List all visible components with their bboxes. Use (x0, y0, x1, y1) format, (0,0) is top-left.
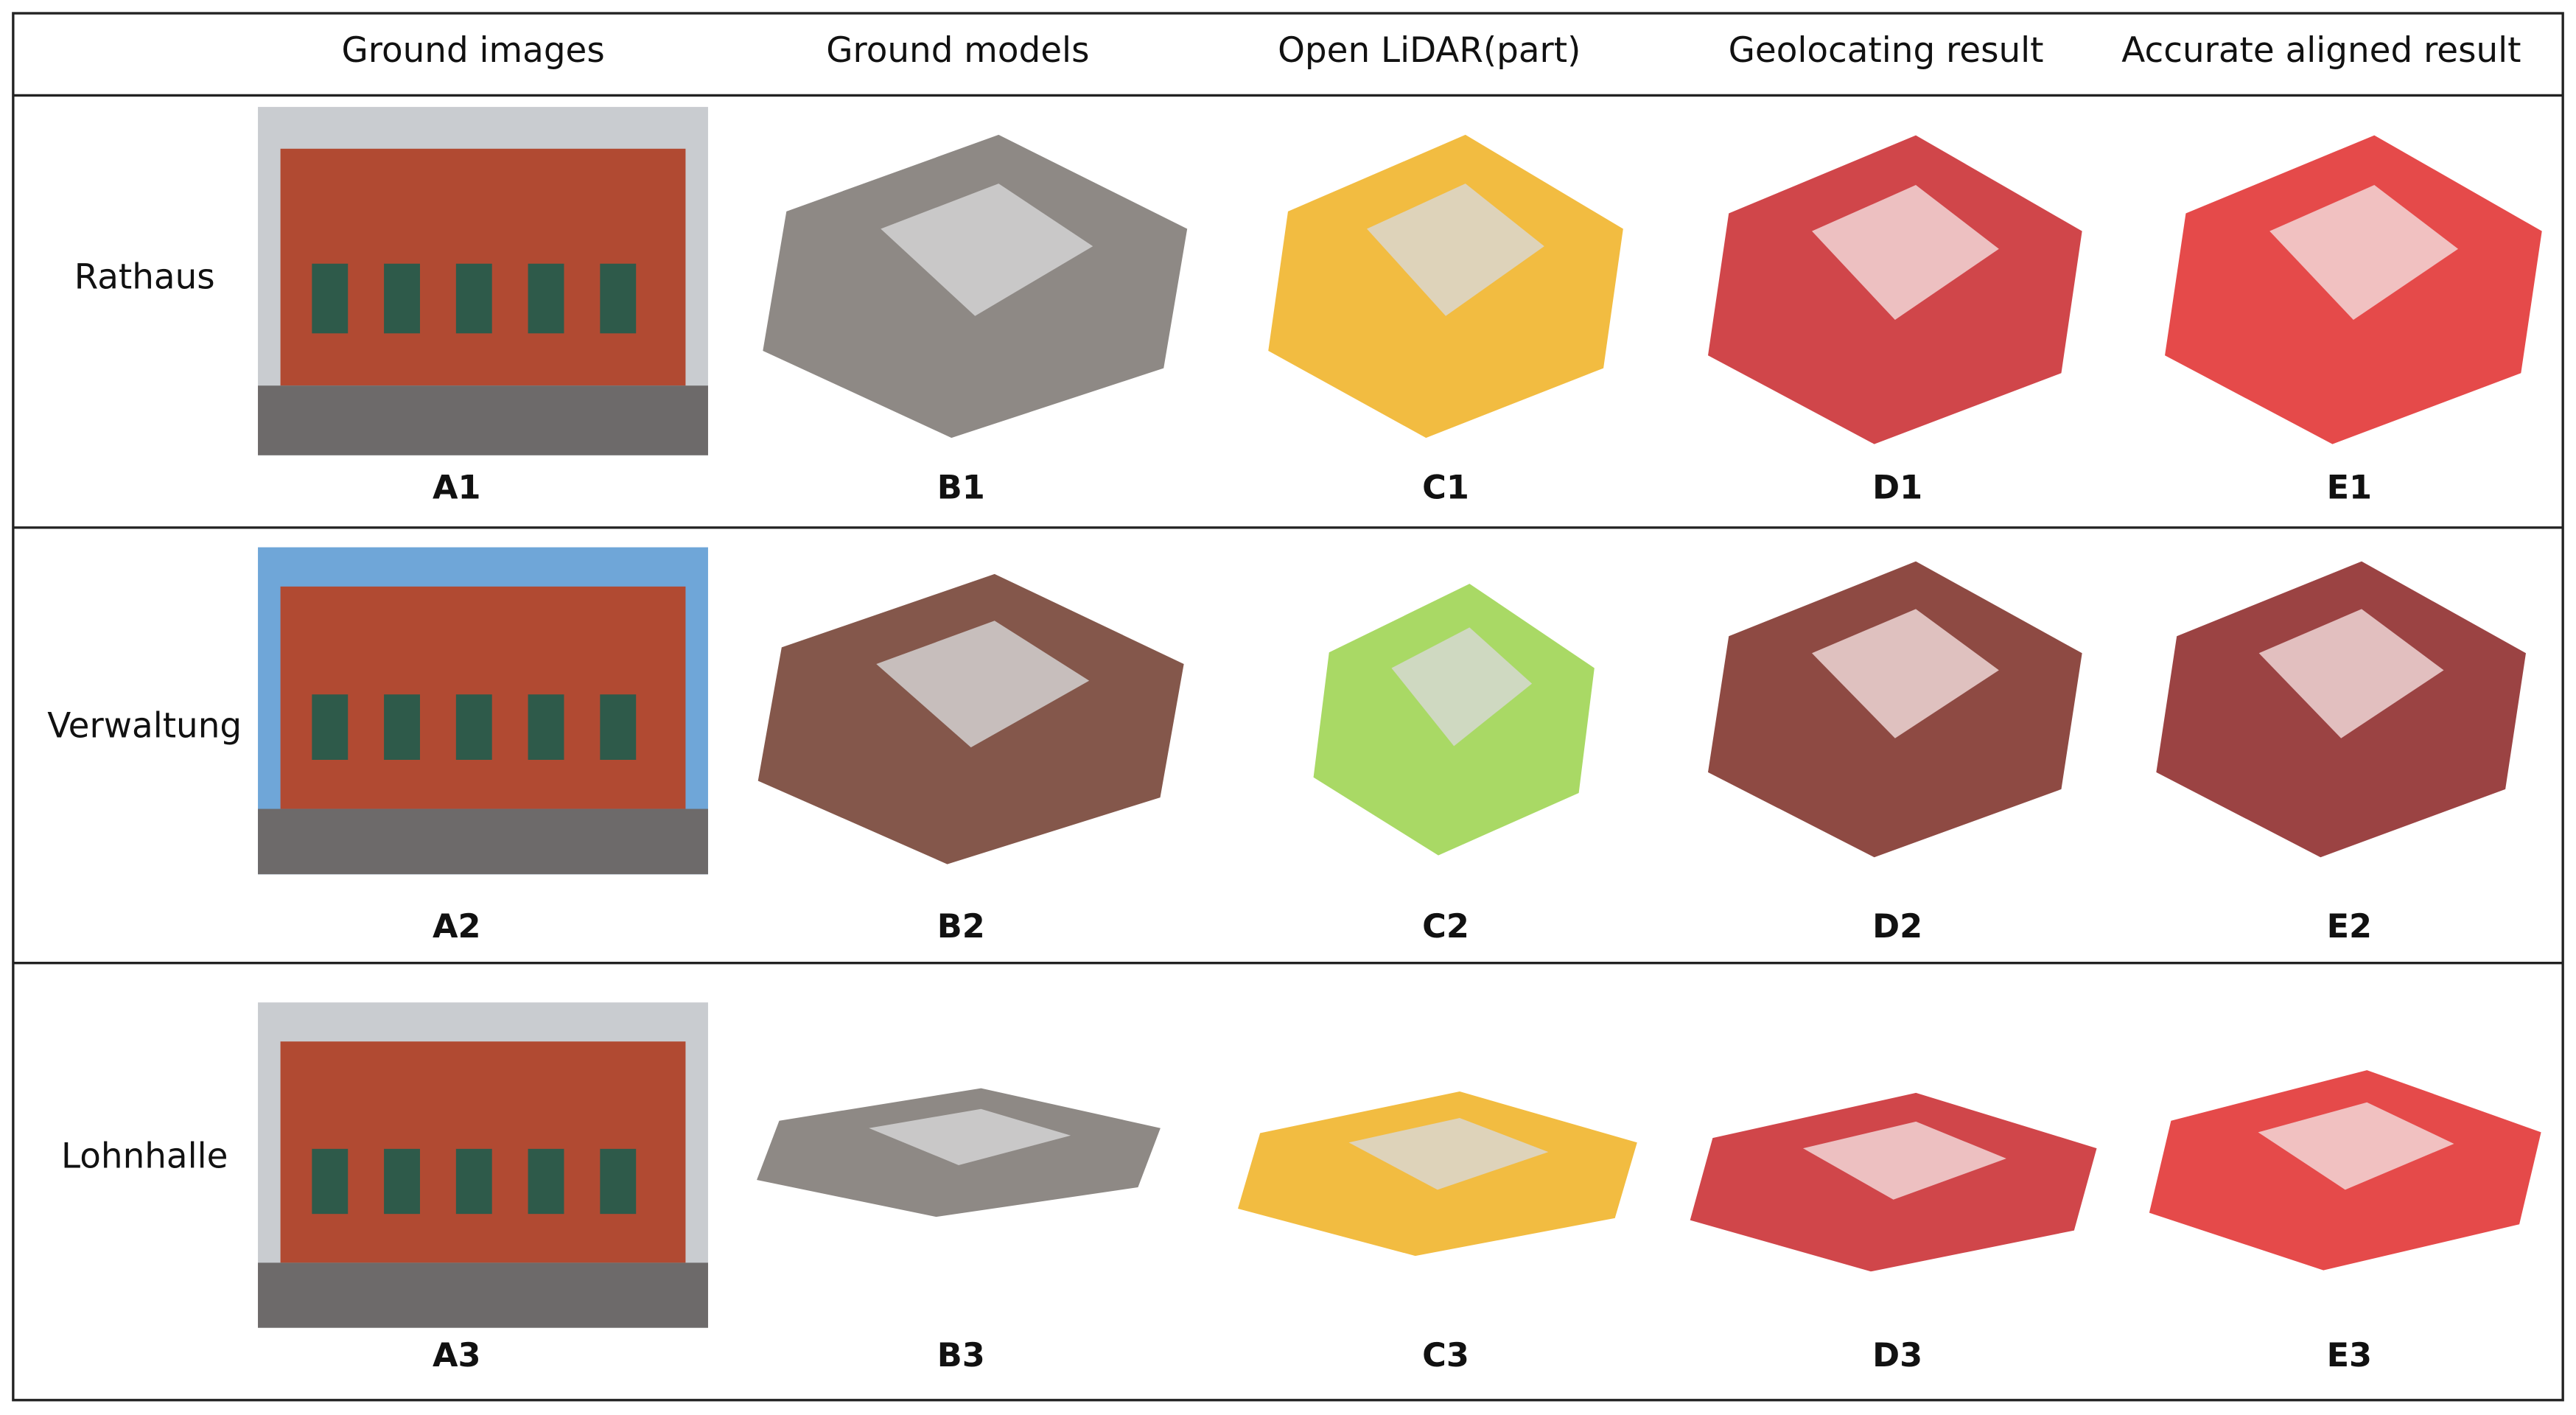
image-window (455, 1148, 492, 1215)
image-window (528, 1148, 564, 1215)
image-ground (258, 1262, 708, 1328)
image-caption: C1 (1422, 469, 1469, 507)
image-detail (881, 184, 1093, 316)
image-detail (1812, 185, 1999, 321)
figure-image (258, 1002, 708, 1328)
image-caption: E3 (2327, 1336, 2372, 1374)
image-window (600, 694, 637, 761)
table-border (12, 12, 2564, 1402)
image-detail (1348, 1117, 1549, 1190)
image-detail (869, 1108, 1071, 1165)
image-caption: A3 (433, 1336, 481, 1374)
figure-image (1707, 561, 2082, 858)
image-ground (258, 808, 708, 875)
image-window (455, 694, 492, 761)
image-detail (1367, 184, 1544, 316)
column-header: Geolocating result (1729, 31, 2044, 71)
image-detail (2269, 185, 2459, 321)
image-detail (1812, 609, 1999, 738)
image-window (528, 263, 564, 334)
image-window (384, 263, 420, 334)
image-window (600, 1148, 637, 1215)
image-window (528, 694, 564, 761)
figure-image (2156, 561, 2526, 858)
figure-image (1237, 1091, 1637, 1257)
figure-image (1707, 135, 2082, 444)
image-detail (2258, 1102, 2454, 1190)
figure-image (1313, 584, 1595, 856)
figure-image (757, 573, 1184, 864)
figure-image (1268, 134, 1623, 439)
image-caption: D2 (1872, 907, 1922, 946)
figure-image (258, 547, 708, 875)
image-window (312, 263, 349, 334)
image-detail (1802, 1121, 2006, 1200)
row-label: Verwaltung (47, 706, 242, 746)
column-header: Ground images (341, 31, 604, 71)
image-caption: D1 (1872, 469, 1922, 507)
column-header: Open LiDAR(part) (1278, 31, 1581, 71)
image-caption: B3 (937, 1336, 985, 1374)
row-label: Rathaus (74, 258, 215, 298)
image-window (455, 263, 492, 334)
image-window (312, 1148, 349, 1215)
image-detail (2258, 609, 2444, 738)
figure-image (763, 134, 1188, 439)
image-caption: C3 (1422, 1336, 1469, 1374)
image-caption: D3 (1872, 1336, 1922, 1374)
image-caption: C2 (1422, 907, 1469, 946)
image-window (384, 694, 420, 761)
image-window (600, 263, 637, 334)
image-window (312, 694, 349, 761)
image-caption: A2 (433, 907, 481, 946)
image-ground (258, 385, 708, 455)
image-detail (876, 621, 1090, 748)
image-caption: B1 (937, 469, 985, 507)
row-label: Lohnhalle (61, 1137, 228, 1177)
figure-image (757, 1088, 1161, 1217)
image-caption: E1 (2327, 469, 2372, 507)
image-caption: A1 (433, 469, 481, 507)
figure-image (2149, 1070, 2541, 1271)
figure-image (2165, 135, 2542, 444)
cells: Ground images Ground models Open LiDAR(par… (47, 31, 2542, 1374)
image-caption: B2 (937, 907, 985, 946)
column-header: Accurate aligned result (2121, 31, 2521, 71)
figure-image (258, 107, 708, 455)
image-caption: E2 (2327, 907, 2372, 946)
image-window (384, 1148, 420, 1215)
column-header: Ground models (826, 31, 1089, 71)
image-detail (1391, 627, 1533, 747)
figure-image (1690, 1092, 2097, 1272)
